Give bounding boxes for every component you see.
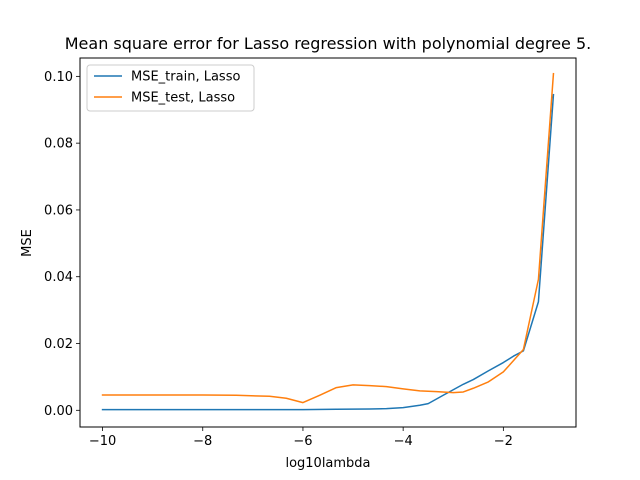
series-line-train bbox=[101, 93, 555, 411]
y-tick-label: 0.06 bbox=[44, 203, 73, 218]
series-lines bbox=[101, 72, 555, 411]
x-tick-label: −10 bbox=[89, 434, 116, 449]
y-tick-label: 0.10 bbox=[44, 70, 73, 85]
x-axis-ticks: −10 −8 −6 −4 −2 bbox=[89, 427, 513, 449]
x-tick-label: −2 bbox=[494, 434, 513, 449]
y-tick-label: 0.08 bbox=[44, 137, 73, 152]
legend-label-train: MSE_train, Lasso bbox=[131, 70, 240, 85]
x-tick-label: −4 bbox=[394, 434, 413, 449]
x-axis-label: log10lambda bbox=[285, 456, 370, 471]
chart-title: Mean square error for Lasso regression w… bbox=[65, 34, 591, 53]
series-line-test bbox=[101, 72, 555, 404]
y-tick-label: 0.00 bbox=[44, 404, 73, 419]
x-tick-label: −8 bbox=[193, 434, 212, 449]
plot-area: −10 −8 −6 −4 −2 0.00 0.02 0.04 0.06 0.08 0.10 bbox=[44, 57, 577, 449]
legend-box bbox=[86, 64, 255, 112]
axes-frame bbox=[79, 57, 577, 428]
legend: MSE_train, Lasso MSE_test, Lasso bbox=[86, 64, 255, 112]
y-tick-label: 0.02 bbox=[44, 337, 73, 352]
legend-label-test: MSE_test, Lasso bbox=[131, 91, 235, 106]
x-tick-label: −6 bbox=[293, 434, 312, 449]
y-axis-ticks: 0.00 0.02 0.04 0.06 0.08 0.10 bbox=[44, 70, 80, 419]
y-tick-label: 0.04 bbox=[44, 270, 73, 285]
y-axis-label: MSE bbox=[20, 229, 35, 257]
